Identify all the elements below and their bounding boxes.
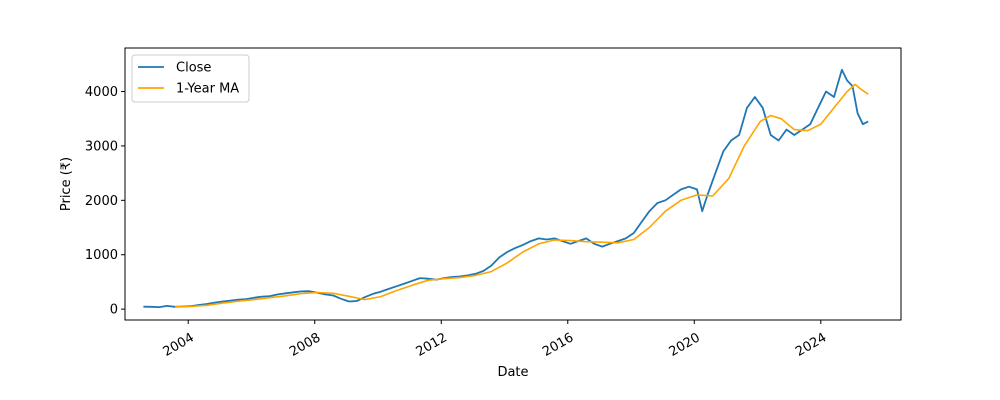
y-tick-label: 4000 <box>85 85 118 100</box>
plot-frame <box>124 47 902 321</box>
y-tick-label: 1000 <box>85 248 118 263</box>
series-line-close <box>143 68 869 308</box>
y-axis: 0 1000 2000 3000 4000 <box>85 85 125 318</box>
plot-lines <box>143 68 869 308</box>
x-tick-label: 2024 <box>793 330 829 360</box>
x-tick-label: 2008 <box>287 330 323 360</box>
x-axis: 2004 2008 2012 2016 2020 2024 <box>161 320 829 360</box>
y-tick-label: 2000 <box>85 194 118 209</box>
x-axis-label: Date <box>497 365 528 380</box>
x-tick-label: 2004 <box>161 330 197 360</box>
y-tick-label: 0 <box>110 303 118 318</box>
series-line-moving-average <box>174 83 869 308</box>
x-tick-label: 2012 <box>414 330 450 360</box>
x-tick-label: 2016 <box>540 330 576 360</box>
legend-label: 1-Year MA <box>176 82 239 97</box>
y-axis-label: Price (₹) <box>59 157 74 211</box>
legend: Close 1-Year MA <box>131 54 250 103</box>
legend-label: Close <box>176 61 211 76</box>
x-tick-label: 2020 <box>667 330 703 360</box>
y-tick-label: 3000 <box>85 139 118 154</box>
